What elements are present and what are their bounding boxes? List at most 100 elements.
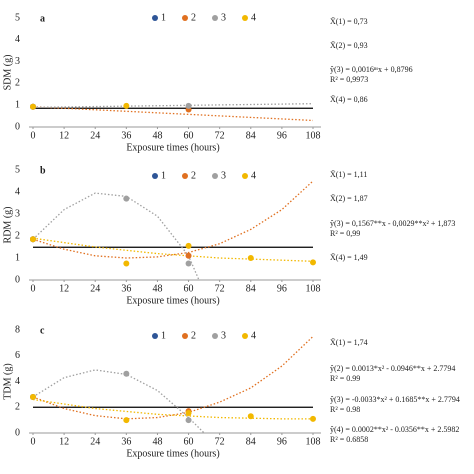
x-tick-label: 72 — [215, 283, 225, 294]
y-tick-label: 2 — [15, 78, 20, 89]
y-axis-title: RDM (g) — [2, 207, 13, 244]
data-point — [310, 415, 316, 422]
y-tick-label: 4 — [15, 186, 20, 197]
legend-marker — [182, 173, 188, 179]
fit-line — [32, 106, 314, 122]
data-point — [310, 259, 316, 266]
x-tick-label: 84 — [246, 130, 256, 141]
data-point — [185, 260, 192, 267]
x-tick-label: 108 — [306, 436, 321, 447]
annotation: X̄(4) = 1,49 — [330, 253, 368, 262]
legend-label: 2 — [191, 330, 196, 341]
x-tick-label: 0 — [31, 283, 36, 294]
y-tick-label: 5 — [15, 12, 20, 23]
y-tick-label: 0 — [15, 274, 20, 285]
legend-label: 3 — [221, 330, 226, 341]
annotation: X̄(1) = 1,74 — [330, 338, 368, 347]
fit-line — [32, 180, 314, 259]
y-tick-label: 8 — [15, 324, 20, 335]
x-tick-label: 60 — [184, 283, 194, 294]
data-point — [185, 242, 192, 249]
x-tick-label: 12 — [59, 436, 69, 447]
x-tick-label: 24 — [90, 130, 100, 141]
legend-label: 4 — [251, 12, 256, 23]
annotation: X̄(4) = 0,86 — [330, 95, 368, 104]
x-tick-label: 72 — [215, 130, 225, 141]
annotation: ŷ(3) = 0,0016ⁿˢx + 0,8796 — [330, 65, 413, 74]
x-tick-label: 36 — [121, 130, 131, 141]
x-tick-label: 108 — [306, 130, 321, 141]
x-tick-label: 72 — [215, 436, 225, 447]
annotation: X̄(2) = 0,93 — [330, 41, 368, 50]
legend-marker — [212, 15, 218, 21]
data-point — [123, 417, 130, 424]
annotation: ŷ(4) = 0.0002**x² - 0.0356**x + 2.5982 — [330, 425, 459, 434]
y-tick-label: 1 — [15, 99, 20, 110]
x-tick-label: 84 — [246, 283, 256, 294]
x-tick-label: 96 — [277, 130, 287, 141]
legend-marker — [212, 173, 218, 179]
x-tick-label: 60 — [184, 130, 194, 141]
x-tick-label: 96 — [277, 436, 287, 447]
y-tick-label: 0 — [15, 427, 20, 438]
x-tick-label: 24 — [90, 283, 100, 294]
annotation: ŷ(3) = 0,1567**x - 0,0029**x² + 1,873 — [330, 219, 455, 228]
legend-label: 4 — [251, 170, 256, 181]
data-point — [247, 413, 254, 420]
x-tick-label: 36 — [121, 436, 131, 447]
x-tick-label: 48 — [152, 283, 162, 294]
x-tick-label: 108 — [306, 283, 321, 294]
fit-line — [32, 369, 205, 434]
y-tick-label: 0 — [15, 121, 20, 132]
x-tick-label: 12 — [59, 283, 69, 294]
y-tick-label: 3 — [15, 208, 20, 219]
x-axis-title: Exposure times (hours) — [126, 142, 219, 153]
x-axis-title: Exposure times (hours) — [126, 295, 219, 306]
x-tick-label: 24 — [90, 436, 100, 447]
legend-marker — [152, 173, 158, 179]
legend-label: 1 — [161, 330, 166, 341]
data-point — [185, 102, 192, 109]
annotation: ŷ(2) = 0.0013*x² - 0.0946**x + 2.7794 — [330, 364, 455, 373]
legend-label: 2 — [191, 12, 196, 23]
fit-line — [32, 103, 314, 109]
legend-marker — [152, 333, 158, 339]
legend-marker — [242, 173, 248, 179]
x-tick-label: 48 — [152, 130, 162, 141]
annotation: X̄(1) = 0,73 — [330, 17, 368, 26]
panel-label: b — [40, 165, 46, 176]
y-axis-title: TDM (g) — [2, 363, 13, 399]
y-axis-title: SDM (g) — [2, 55, 13, 91]
legend-marker — [212, 333, 218, 339]
panel-label: a — [40, 13, 45, 24]
x-tick-label: 60 — [184, 436, 194, 447]
annotation: X̄(1) = 1,11 — [330, 170, 367, 179]
legend-marker — [152, 15, 158, 21]
data-point — [123, 195, 130, 202]
legend-label: 1 — [161, 170, 166, 181]
legend-marker — [182, 15, 188, 21]
data-point — [123, 102, 130, 109]
x-tick-label: 0 — [31, 130, 36, 141]
data-point — [30, 236, 36, 243]
legend-label: 3 — [221, 170, 226, 181]
x-tick-label: 48 — [152, 436, 162, 447]
panel-label: c — [40, 325, 45, 336]
annotation: R² = 0.99 — [330, 374, 360, 383]
y-tick-label: 2 — [15, 230, 20, 241]
y-tick-label: 6 — [15, 350, 20, 361]
fit-line — [32, 192, 200, 281]
y-tick-label: 2 — [15, 402, 20, 413]
legend-marker — [242, 15, 248, 21]
annotation: R² = 0,9973 — [330, 75, 368, 84]
legend-label: 1 — [161, 12, 166, 23]
x-tick-label: 0 — [31, 436, 36, 447]
y-tick-label: 1 — [15, 252, 20, 263]
x-tick-label: 36 — [121, 283, 131, 294]
data-point — [30, 393, 36, 400]
legend-label: 4 — [251, 330, 256, 341]
legend-label: 2 — [191, 170, 196, 181]
legend-label: 3 — [221, 12, 226, 23]
fit-line — [32, 237, 314, 262]
annotation: ŷ(3) = -0.0033*x² + 0.1685**x + 2.7794 — [330, 395, 460, 404]
